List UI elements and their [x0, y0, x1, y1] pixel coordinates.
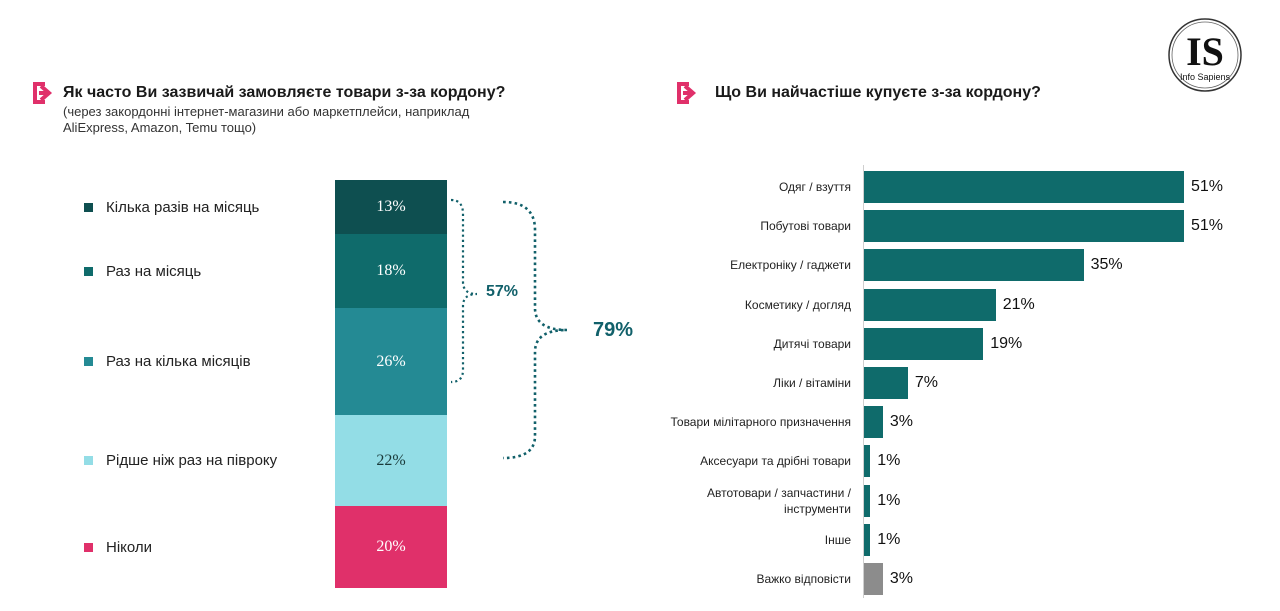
category-bar [864, 563, 883, 595]
category-label: Автотовари / запчастини / інструменти [706, 485, 851, 516]
category-bar [864, 171, 1184, 203]
left-question-subtitle: (через закордонні інтернет-магазини або … [63, 104, 470, 135]
logo-subtitle: Info Sapiens [1179, 72, 1231, 82]
category-bar [864, 523, 871, 556]
arrow-icon [33, 82, 53, 104]
stack-segment: 18% [335, 234, 447, 308]
right-question-title: Що Ви найчастіше купуєте з-за кордону? [715, 84, 1041, 101]
legend-label: Раз на місяць [106, 262, 202, 280]
category-label: Побутові товари [760, 219, 851, 234]
axis-line [863, 165, 864, 598]
bracket-label-79: 79% [593, 319, 634, 341]
bar-value-label: 3% [889, 413, 913, 431]
bracket-57 [450, 198, 478, 384]
legend-label: Кілька разів на місяць [106, 198, 260, 216]
legend-item: Раз на кілька місяців [84, 352, 251, 372]
info-sapiens-logo: IS Info Sapiens [1166, 16, 1244, 94]
category-bar [864, 484, 871, 517]
legend-label: Раз на кілька місяців [106, 353, 251, 370]
category-label: Аксесуари та дрібні товари [700, 454, 851, 469]
bar-value-label: 19% [990, 334, 1023, 352]
category-bar [864, 406, 883, 439]
legend-swatch [84, 202, 93, 212]
bar-value-label: 7% [914, 374, 939, 391]
legend-item: Кілька разів на місяць [84, 197, 259, 217]
bar-value-label: 35% [1090, 256, 1123, 274]
category-bar [864, 327, 984, 360]
bracket-79 [502, 200, 568, 460]
bar-value-label: 1% [877, 491, 901, 509]
stack-segment: 13% [335, 180, 447, 234]
stack-segment: 26% [335, 308, 447, 415]
category-label: Одяг / взуття [778, 180, 851, 194]
category-label: Важко відповісти [756, 572, 851, 586]
category-label: Інше [824, 532, 851, 547]
bar-value-label: 51% [1191, 178, 1224, 195]
legend-label: Рідше ніж раз на півроку [106, 452, 278, 469]
bar-value-label: 1% [877, 530, 901, 548]
legend-swatch [84, 542, 93, 552]
left-question-title: Як часто Ви зазвичай замовляєте товари з… [63, 84, 506, 101]
logo-text: IS [1186, 29, 1224, 74]
stack-segment: 22% [335, 415, 447, 506]
legend-swatch [84, 266, 93, 276]
category-bar [864, 249, 1084, 282]
legend-label: Ніколи [106, 538, 153, 556]
stack-segment: 20% [335, 506, 447, 588]
bar-value-label: 3% [889, 570, 913, 587]
segment-value-label: 20% [376, 538, 406, 555]
bracket-label-57: 57% [486, 283, 519, 300]
category-bar [864, 288, 996, 321]
legend-swatch [84, 456, 93, 465]
segment-value-label: 26% [376, 352, 406, 370]
category-bar [864, 210, 1184, 243]
legend-item: Рідше ніж раз на півроку [84, 451, 277, 471]
segment-value-label: 18% [376, 262, 406, 279]
category-bar [864, 367, 908, 399]
category-label: Ліки / вітаміни [773, 376, 851, 390]
bar-value-label: 21% [1002, 295, 1035, 313]
category-label: Електроніку / гаджети [730, 258, 851, 273]
segment-value-label: 22% [376, 451, 406, 469]
legend-swatch [84, 357, 93, 366]
arrow-icon [677, 82, 697, 104]
bar-value-label: 51% [1191, 217, 1224, 235]
category-label: Косметику / догляд [744, 297, 851, 312]
legend-item: Раз на місяць [84, 261, 201, 281]
brackets [450, 198, 568, 460]
segment-value-label: 13% [376, 198, 406, 215]
category-label: Дитячі товари [773, 336, 851, 351]
bar-value-label: 1% [877, 452, 901, 470]
legend-item: Ніколи [84, 537, 152, 557]
category-bar [864, 445, 871, 478]
category-label: Товари мілітарного призначення [670, 415, 852, 430]
